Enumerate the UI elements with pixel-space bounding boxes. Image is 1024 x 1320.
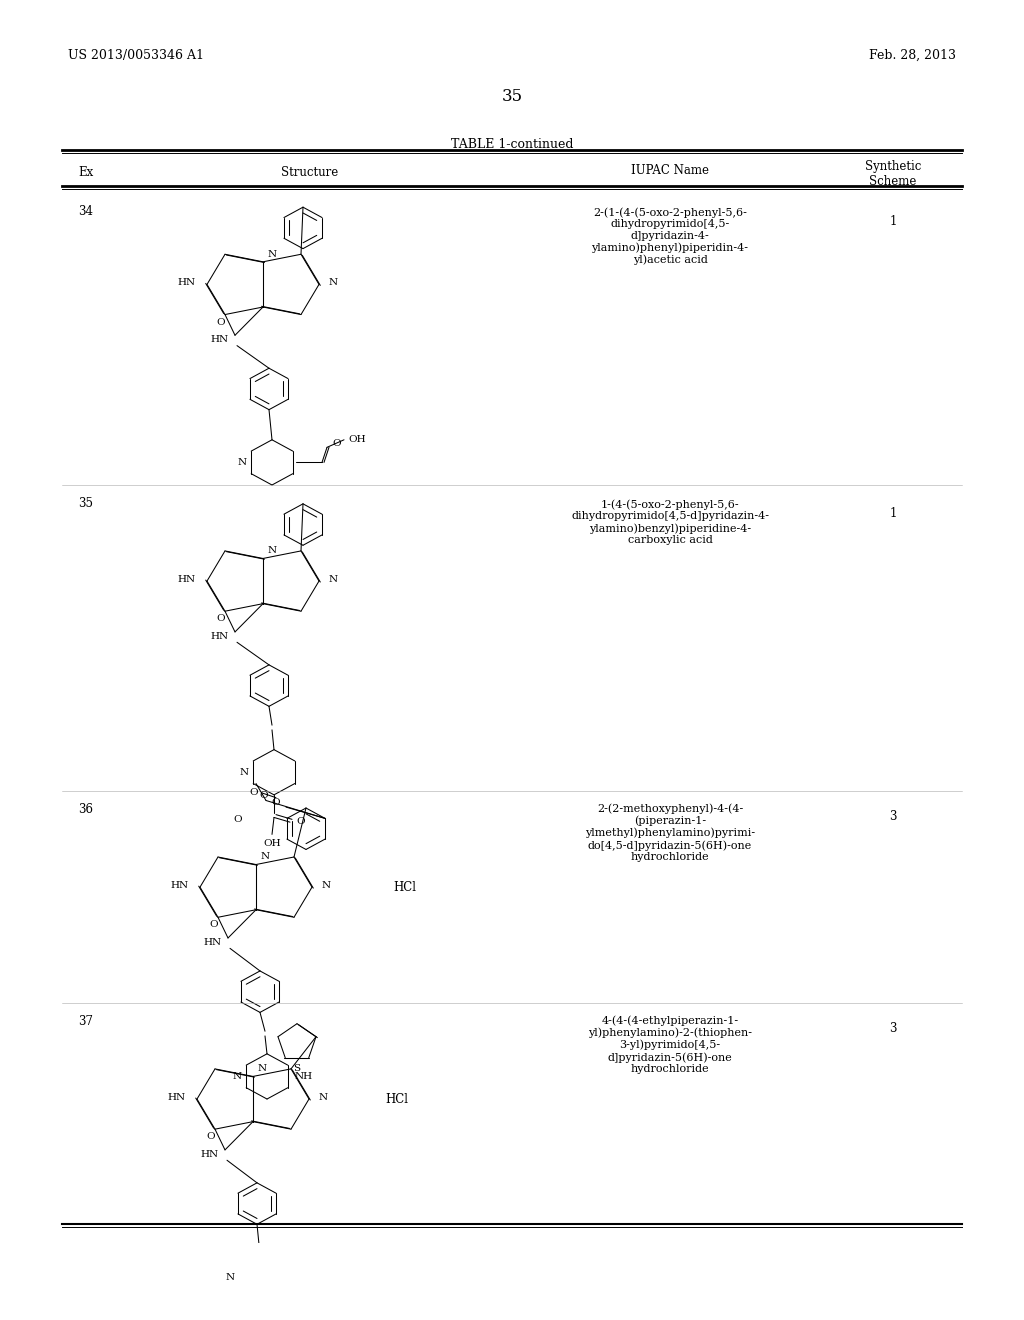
Text: 35: 35 <box>78 498 93 511</box>
Text: N: N <box>226 1272 234 1282</box>
Text: 36: 36 <box>78 804 93 816</box>
Text: NH: NH <box>295 1072 313 1081</box>
Text: O: O <box>271 797 280 807</box>
Text: N: N <box>268 249 278 259</box>
Text: O: O <box>207 1133 215 1142</box>
Text: 4-(4-(4-ethylpiperazin-1-
yl)phenylamino)-2-(thiophen-
3-yl)pyrimido[4,5-
d]pyri: 4-(4-(4-ethylpiperazin-1- yl)phenylamino… <box>588 1015 752 1074</box>
Text: O: O <box>217 318 225 326</box>
Text: N: N <box>261 853 270 862</box>
Text: HN: HN <box>168 1093 186 1102</box>
Text: 2-(1-(4-(5-oxo-2-phenyl-5,6-
dihydropyrimido[4,5-
d]pyridazin-4-
ylamino)phenyl): 2-(1-(4-(5-oxo-2-phenyl-5,6- dihydropyri… <box>592 207 749 265</box>
Text: HN: HN <box>178 279 196 286</box>
Text: HCl: HCl <box>385 1093 408 1106</box>
Text: Synthetic
Scheme: Synthetic Scheme <box>865 160 922 187</box>
Text: 34: 34 <box>78 206 93 218</box>
Text: O: O <box>296 817 304 826</box>
Text: 1: 1 <box>889 507 897 520</box>
Text: O: O <box>233 814 243 824</box>
Text: HN: HN <box>171 880 189 890</box>
Text: 35: 35 <box>502 87 522 104</box>
Text: 1-(4-(5-oxo-2-phenyl-5,6-
dihydropyrimido[4,5-d]pyridazin-4-
ylamino)benzyl)pipe: 1-(4-(5-oxo-2-phenyl-5,6- dihydropyrimid… <box>571 499 769 545</box>
Text: O: O <box>210 920 218 929</box>
Text: O: O <box>217 614 225 623</box>
Text: HN: HN <box>204 939 222 948</box>
Text: N: N <box>322 880 331 890</box>
Text: Feb. 28, 2013: Feb. 28, 2013 <box>869 49 956 62</box>
Text: TABLE 1-continued: TABLE 1-continued <box>451 139 573 152</box>
Text: HN: HN <box>201 1150 219 1159</box>
Text: Structure: Structure <box>282 166 339 178</box>
Text: N: N <box>329 279 338 286</box>
Text: 37: 37 <box>78 1015 93 1028</box>
Text: HN: HN <box>178 574 196 583</box>
Text: OH: OH <box>263 840 281 849</box>
Text: N: N <box>319 1093 328 1102</box>
Text: US 2013/0053346 A1: US 2013/0053346 A1 <box>68 49 204 62</box>
Text: O: O <box>332 440 341 447</box>
Text: S: S <box>294 1064 301 1073</box>
Text: Ex: Ex <box>78 166 93 178</box>
Text: HCl: HCl <box>393 880 416 894</box>
Text: N: N <box>268 546 278 556</box>
Text: N: N <box>232 1072 242 1081</box>
Text: N: N <box>238 458 247 467</box>
Text: 2-(2-methoxyphenyl)-4-(4-
(piperazin-1-
ylmethyl)phenylamino)pyrimi-
do[4,5-d]py: 2-(2-methoxyphenyl)-4-(4- (piperazin-1- … <box>585 804 755 862</box>
Text: HN: HN <box>211 632 229 642</box>
Text: N: N <box>329 574 338 583</box>
Text: HN: HN <box>211 335 229 345</box>
Text: OH: OH <box>348 436 366 445</box>
Text: O: O <box>260 791 268 800</box>
Text: 3: 3 <box>889 1022 897 1035</box>
Text: 1: 1 <box>889 215 897 228</box>
Text: IUPAC Name: IUPAC Name <box>631 164 709 177</box>
Text: N: N <box>258 1064 267 1073</box>
Text: N: N <box>240 768 249 776</box>
Text: O: O <box>250 788 258 797</box>
Text: 3: 3 <box>889 810 897 822</box>
